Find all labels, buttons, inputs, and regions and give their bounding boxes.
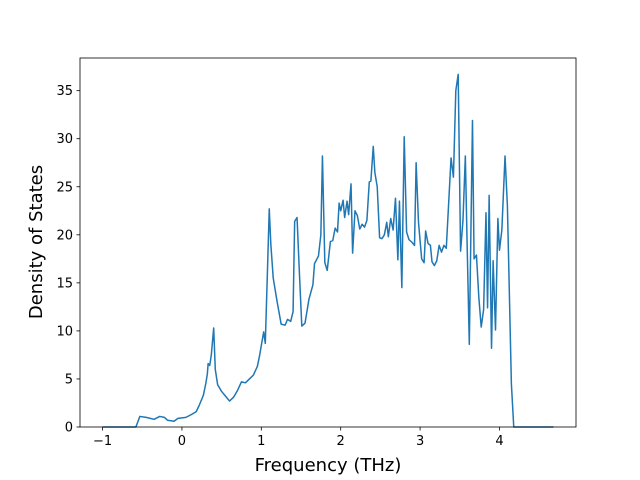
x-tick-label: −1 (93, 434, 112, 449)
y-tick-label: 10 (56, 324, 73, 339)
x-tick-label: 1 (257, 434, 265, 449)
x-tick-label: 0 (178, 434, 186, 449)
x-tick-label: 2 (337, 434, 345, 449)
y-axis-label: Density of States (26, 165, 47, 319)
y-tick-label: 5 (65, 372, 73, 387)
y-tick-label: 15 (56, 276, 73, 291)
axes-frame (79, 57, 577, 428)
x-tick-label: 4 (495, 434, 503, 449)
x-tick-label: 3 (416, 434, 424, 449)
x-axis-label: Frequency (THz) (255, 455, 402, 476)
y-tick-label: 30 (56, 132, 73, 147)
y-tick-label: 25 (56, 180, 73, 195)
y-tick-label: 0 (65, 421, 73, 436)
y-tick-label: 35 (56, 84, 73, 99)
y-tick-label: 20 (56, 228, 73, 243)
line-series (102, 73, 554, 428)
